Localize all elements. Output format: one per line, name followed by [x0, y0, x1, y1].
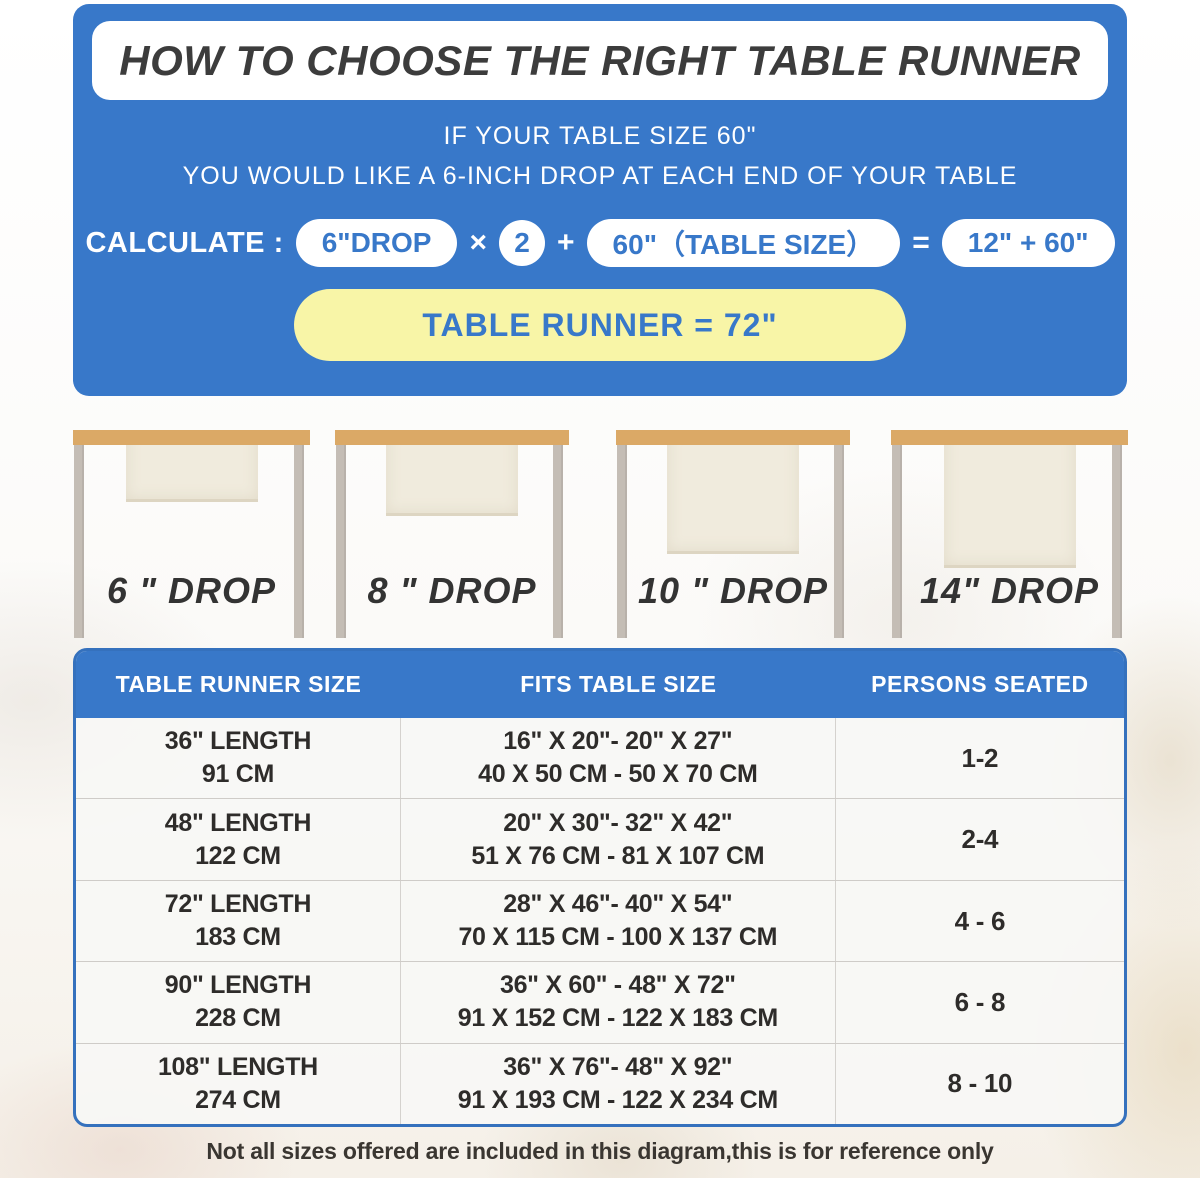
intro-line-2: YOU WOULD LIKE A 6-INCH DROP AT EACH END… — [182, 162, 1018, 190]
persons-cell: 1-2 — [961, 742, 999, 773]
drop-label: 14" DROP — [919, 570, 1100, 611]
tabletop — [616, 430, 850, 445]
table-leg-left — [336, 445, 346, 638]
persons-cell: 6 - 8 — [954, 986, 1006, 1017]
runner-size-cell: 90" LENGTH 228 CM — [76, 962, 401, 1043]
table-size-pill: 60"（TABLE SIZE） — [586, 219, 901, 267]
runner-size-cm: 183 CM — [195, 923, 281, 952]
fits-size-cm: 51 X 76 CM - 81 X 107 CM — [471, 841, 765, 870]
fits-size-cell: 16" X 20"- 20" X 27" 40 X 50 CM - 50 X 7… — [401, 718, 836, 799]
fits-size-cm: 91 X 193 CM - 122 X 234 CM — [457, 1085, 778, 1114]
runner-size-cell: 108" LENGTH 274 CM — [76, 1043, 401, 1124]
table-row: 108" LENGTH 274 CM 36" X 76"- 48" X 92" … — [76, 1042, 1124, 1124]
table-leg-left — [617, 445, 627, 638]
fits-size-cell: 36" X 76"- 48" X 92" 91 X 193 CM - 122 X… — [401, 1043, 836, 1124]
fits-size-in: 36" X 76"- 48" X 92" — [503, 1052, 733, 1081]
size-table-body: 36" LENGTH 91 CM 16" X 20"- 20" X 27" 40… — [76, 718, 1124, 1124]
sum-pill: 12" + 60" — [941, 219, 1115, 267]
drop-label: 8 " DROP — [367, 570, 537, 611]
runner-size-in: 36" LENGTH — [164, 727, 312, 756]
drop-label: 6 " DROP — [106, 570, 277, 611]
tabletop — [335, 430, 569, 445]
runner-size-cm: 122 CM — [195, 841, 281, 870]
table-leg-right — [553, 445, 563, 638]
table-runner-cloth — [943, 430, 1076, 568]
footnote: Not all sizes offered are included in th… — [206, 1138, 994, 1164]
fits-size-in: 36" X 60" - 48" X 72" — [499, 971, 736, 1000]
table-leg-left — [74, 445, 84, 638]
runner-size-cell: 72" LENGTH 183 CM — [76, 880, 401, 962]
table-runner-cloth — [667, 430, 799, 554]
fits-size-cell: 28" X 46"- 40" X 54" 70 X 115 CM - 100 X… — [401, 880, 836, 962]
equals-sign: = — [912, 226, 930, 259]
intro-line-1: IF YOUR TABLE SIZE 60" — [443, 122, 757, 150]
table-row: 90" LENGTH 228 CM 36" X 60" - 48" X 72" … — [76, 961, 1124, 1043]
persons-cell: 4 - 6 — [954, 905, 1006, 936]
table-leg-right — [1112, 445, 1122, 638]
header-runner-size: TABLE RUNNER SIZE — [115, 671, 362, 697]
persons-cell: 8 - 10 — [947, 1068, 1013, 1099]
drop-label: 10 " DROP — [637, 570, 829, 611]
calculate-label: CALCULATE : — [85, 226, 284, 259]
fits-size-cm: 91 X 152 CM - 122 X 183 CM — [457, 1004, 778, 1033]
table-row: 36" LENGTH 91 CM 16" X 20"- 20" X 27" 40… — [76, 718, 1124, 799]
multiply-sign: × — [469, 226, 488, 259]
drop-figure-10: 10 " DROP — [616, 420, 850, 650]
runner-size-in: 108" LENGTH — [157, 1052, 318, 1081]
table-leg-right — [834, 445, 844, 638]
size-table-header: TABLE RUNNER SIZE FITS TABLE SIZE PERSON… — [76, 651, 1124, 718]
header-fits-table-size: FITS TABLE SIZE — [520, 671, 717, 697]
header-persons-seated: PERSONS SEATED — [871, 671, 1089, 697]
drop-figure-14: 14" DROP — [891, 420, 1128, 650]
runner-size-cm: 228 CM — [195, 1004, 281, 1033]
runner-size-cell: 48" LENGTH 122 CM — [76, 799, 401, 880]
drop-illustrations: 6 " DROP 8 " DROP 10 " DROP 14" DROP — [0, 420, 1200, 650]
runner-size-in: 72" LENGTH — [164, 890, 312, 919]
table-row: 48" LENGTH 122 CM 20" X 30"- 32" X 42" 5… — [76, 798, 1124, 880]
table-row: 72" LENGTH 183 CM 28" X 46"- 40" X 54" 7… — [76, 879, 1124, 962]
drop-figure-6: 6 " DROP — [73, 420, 310, 650]
table-leg-right — [294, 445, 304, 638]
persons-cell: 2-4 — [961, 824, 999, 855]
runner-size-in: 90" LENGTH — [164, 971, 312, 1000]
result-pill: TABLE RUNNER = 72" — [294, 289, 906, 361]
size-table: TABLE RUNNER SIZE FITS TABLE SIZE PERSON… — [73, 648, 1127, 1127]
runner-size-cm: 274 CM — [195, 1085, 281, 1114]
title-box: HOW TO CHOOSE THE RIGHT TABLE RUNNER — [92, 21, 1108, 100]
fits-size-cell: 20" X 30"- 32" X 42" 51 X 76 CM - 81 X 1… — [401, 799, 836, 880]
fits-size-cm: 70 X 115 CM - 100 X 137 CM — [458, 923, 778, 952]
fits-size-cell: 36" X 60" - 48" X 72" 91 X 152 CM - 122 … — [401, 962, 836, 1043]
drop-value-pill: 6"DROP — [295, 219, 458, 267]
hero-panel: HOW TO CHOOSE THE RIGHT TABLE RUNNER IF … — [73, 4, 1127, 396]
calculation-row: CALCULATE : 6"DROP × 2 + 60"（TABLE SIZE）… — [73, 219, 1127, 267]
page-title: HOW TO CHOOSE THE RIGHT TABLE RUNNER — [119, 36, 1081, 84]
drop-figure-8: 8 " DROP — [335, 420, 569, 650]
tabletop — [73, 430, 310, 445]
runner-size-in: 48" LENGTH — [164, 808, 312, 837]
fits-size-cm: 40 X 50 CM - 50 X 70 CM — [478, 760, 758, 789]
runner-size-cell: 36" LENGTH 91 CM — [76, 718, 401, 799]
fits-size-in: 20" X 30"- 32" X 42" — [503, 808, 733, 837]
table-leg-left — [892, 445, 902, 638]
plus-sign: + — [557, 226, 575, 259]
fits-size-in: 28" X 46"- 40" X 54" — [503, 890, 733, 919]
tabletop — [891, 430, 1128, 445]
multiplier-badge: 2 — [499, 220, 546, 266]
runner-size-cm: 91 CM — [201, 760, 274, 789]
fits-size-in: 16" X 20"- 20" X 27" — [503, 727, 733, 756]
